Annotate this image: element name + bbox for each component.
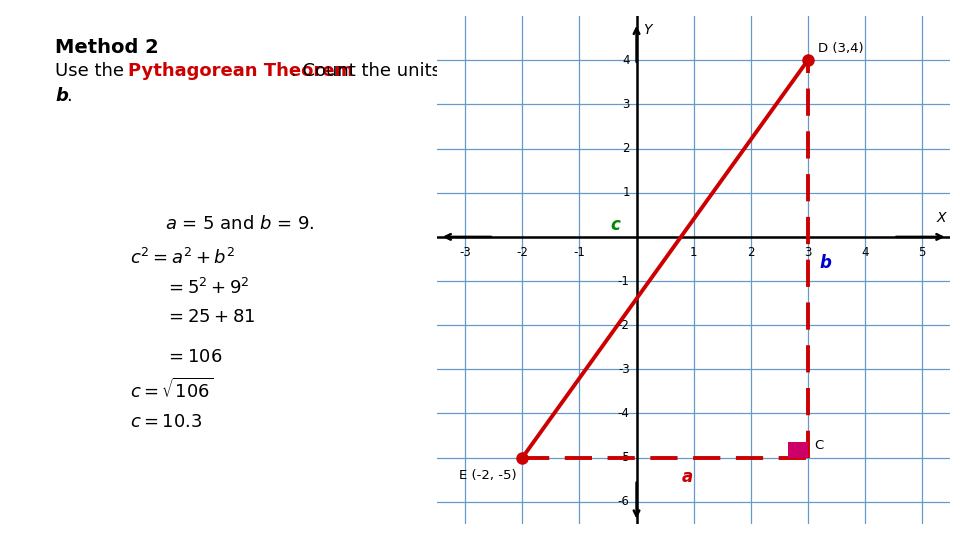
Text: $= 106$: $= 106$ bbox=[165, 348, 223, 366]
Text: -5: -5 bbox=[618, 451, 630, 464]
Text: c: c bbox=[611, 217, 621, 234]
Text: -4: -4 bbox=[618, 407, 630, 420]
Text: $c = 10.3$: $c = 10.3$ bbox=[130, 413, 203, 431]
Text: $a$ = 5 and $b$ = 9.: $a$ = 5 and $b$ = 9. bbox=[165, 215, 315, 233]
Text: a: a bbox=[683, 468, 693, 486]
Text: .: . bbox=[66, 87, 72, 105]
Text: -3: -3 bbox=[460, 246, 471, 259]
Text: 2: 2 bbox=[622, 142, 630, 155]
Text: -6: -6 bbox=[618, 495, 630, 508]
Text: $= 25 + 81$: $= 25 + 81$ bbox=[165, 308, 255, 326]
Text: 3: 3 bbox=[622, 98, 630, 111]
Text: 4: 4 bbox=[861, 246, 869, 259]
Text: b: b bbox=[55, 87, 68, 105]
Text: E (-2, -5): E (-2, -5) bbox=[459, 469, 516, 482]
Text: Method 2: Method 2 bbox=[55, 38, 158, 57]
Text: . Count the units for sides: . Count the units for sides bbox=[291, 62, 529, 80]
Text: 3: 3 bbox=[804, 246, 811, 259]
Text: -2: -2 bbox=[516, 246, 528, 259]
Text: Y: Y bbox=[643, 23, 652, 37]
Text: Pythagorean Theorem: Pythagorean Theorem bbox=[128, 62, 353, 80]
Text: Use the: Use the bbox=[55, 62, 130, 80]
Text: -2: -2 bbox=[618, 319, 630, 332]
Text: a: a bbox=[525, 62, 538, 80]
Text: -3: -3 bbox=[618, 363, 630, 376]
Text: b: b bbox=[819, 254, 831, 272]
Text: $c = \sqrt{106}$: $c = \sqrt{106}$ bbox=[130, 378, 213, 402]
Text: and: and bbox=[537, 62, 577, 80]
Text: 4: 4 bbox=[622, 54, 630, 67]
Text: X: X bbox=[937, 211, 947, 225]
Text: 1: 1 bbox=[690, 246, 697, 259]
Text: -1: -1 bbox=[618, 274, 630, 287]
Text: 5: 5 bbox=[918, 246, 925, 259]
Text: D (3,4): D (3,4) bbox=[818, 42, 864, 55]
Text: $= 5^2 + 9^2$: $= 5^2 + 9^2$ bbox=[165, 278, 250, 298]
Bar bbox=[788, 442, 807, 457]
Text: -1: -1 bbox=[573, 246, 586, 259]
Text: 2: 2 bbox=[747, 246, 755, 259]
Text: C: C bbox=[815, 440, 824, 453]
Text: $c^2 = a^2 + b^2$: $c^2 = a^2 + b^2$ bbox=[130, 248, 235, 268]
Text: 1: 1 bbox=[622, 186, 630, 199]
